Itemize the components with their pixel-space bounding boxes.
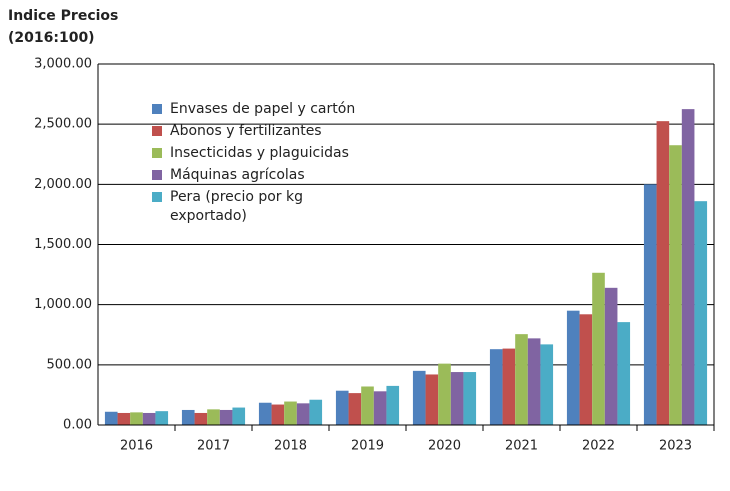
bar (271, 404, 285, 425)
bar (155, 411, 169, 425)
bar (232, 407, 246, 425)
bar (207, 409, 220, 425)
bar (527, 338, 541, 425)
bar (592, 272, 605, 425)
bar (502, 348, 516, 425)
x-tick-label: 2018 (274, 439, 307, 454)
bar (463, 372, 477, 425)
bar (296, 403, 310, 425)
x-tick-label: 2022 (582, 439, 615, 454)
bar (438, 363, 451, 425)
bar (425, 374, 439, 425)
bar (361, 386, 374, 425)
bar (104, 411, 118, 425)
chart-title: Indice Precios (8, 8, 118, 24)
y-tick-label: 1,000.00 (34, 297, 92, 312)
y-tick-label: 2,000.00 (34, 177, 92, 192)
bar (515, 334, 528, 425)
legend-label: Insecticidas y plaguicidas (170, 145, 349, 161)
legend-swatch (152, 170, 162, 180)
x-tick-label: 2016 (120, 439, 153, 454)
legend: Envases de papel y cartón Abonos y fertil… (152, 100, 367, 229)
x-tick-label: 2023 (659, 439, 692, 454)
bar (284, 401, 297, 425)
legend-swatch (152, 192, 162, 202)
legend-item: Envases de papel y cartón (152, 100, 367, 119)
legend-label: Abonos y fertilizantes (170, 123, 322, 139)
bar (604, 287, 618, 425)
bar (412, 370, 426, 425)
bar (450, 372, 464, 425)
x-tick-label: 2020 (428, 439, 461, 454)
x-tick-label: 2019 (351, 439, 384, 454)
bar (669, 145, 682, 425)
bar (258, 402, 272, 425)
legend-item: Abonos y fertilizantes (152, 122, 367, 141)
bar (566, 310, 580, 425)
y-tick-label: 500.00 (47, 357, 93, 372)
bar (617, 322, 631, 425)
chart-subtitle: (2016:100) (8, 30, 95, 46)
bar (142, 412, 156, 425)
y-tick-label: 0.00 (63, 418, 92, 433)
y-tick-label: 3,000.00 (34, 57, 92, 72)
bar (656, 121, 670, 426)
bar (117, 412, 131, 425)
x-tick-label: 2021 (505, 439, 538, 454)
bar (194, 412, 208, 425)
y-tick-label: 1,500.00 (34, 237, 92, 252)
bar (181, 409, 195, 425)
bar (579, 314, 593, 425)
bar (348, 393, 362, 425)
legend-label: Pera (precio por kg exportado) (170, 189, 304, 224)
bar (309, 399, 323, 425)
legend-swatch (152, 148, 162, 158)
legend-item: Insecticidas y plaguicidas (152, 144, 367, 163)
bar (335, 390, 349, 425)
legend-label: Envases de papel y cartón (170, 101, 356, 117)
legend-item: Pera (precio por kg exportado) (152, 188, 367, 226)
bar (694, 201, 708, 425)
bar (386, 385, 400, 425)
legend-label: Máquinas agrícolas (170, 167, 305, 183)
bar (681, 109, 695, 425)
legend-item: Máquinas agrícolas (152, 166, 367, 185)
bar (540, 344, 554, 425)
bar (373, 391, 387, 425)
bar (130, 412, 143, 425)
y-tick-label: 2,500.00 (34, 117, 92, 132)
x-tick-label: 2017 (197, 439, 230, 454)
bar (489, 349, 503, 425)
legend-swatch (152, 126, 162, 136)
bar (219, 409, 233, 425)
legend-swatch (152, 104, 162, 114)
bar (643, 184, 657, 425)
